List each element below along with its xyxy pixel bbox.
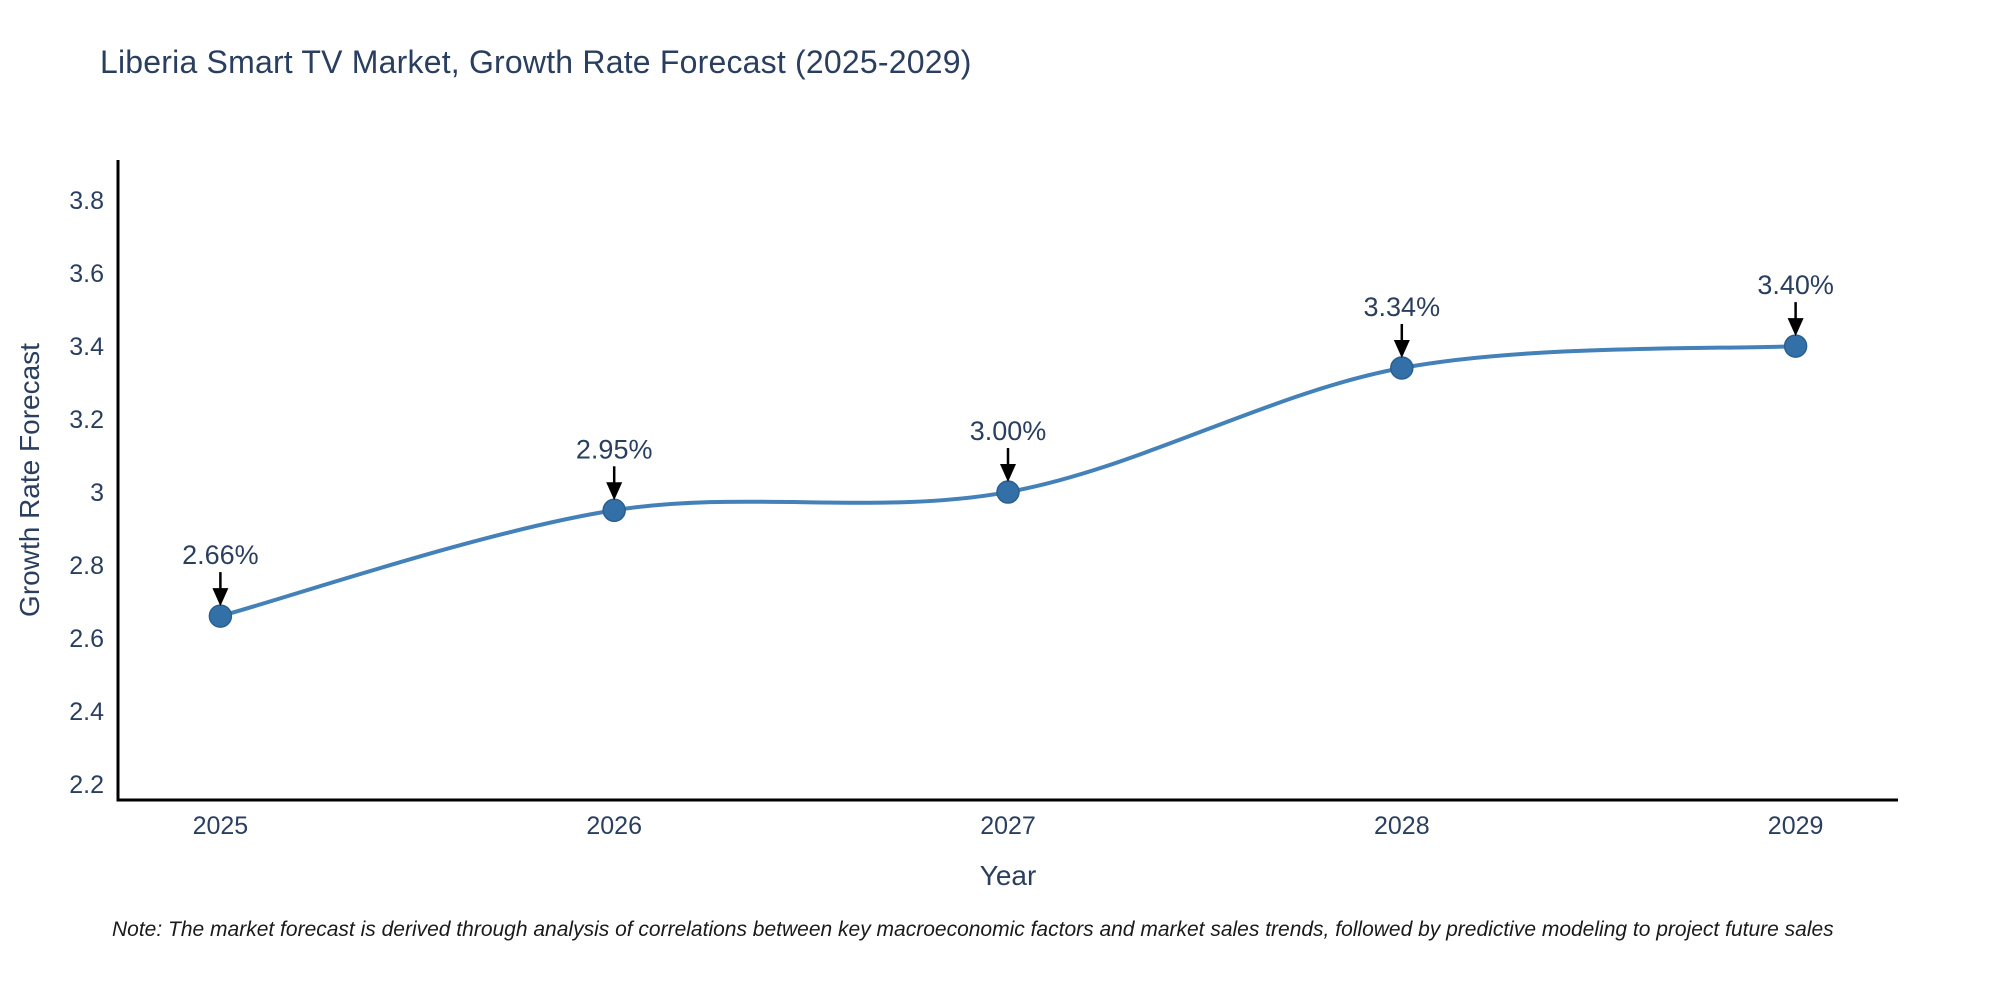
- y-axis-title: Growth Rate Forecast: [14, 343, 45, 617]
- data-point-marker-2029[interactable]: [1783, 334, 1808, 358]
- annotation-label: 2.95%: [576, 434, 653, 464]
- x-tick-label: 2026: [586, 812, 642, 840]
- data-point-marker-2025[interactable]: [208, 604, 233, 628]
- x-tick-label: 2029: [1768, 812, 1824, 840]
- x-tick-label: 2027: [980, 812, 1036, 840]
- annotation-arrowhead: [1000, 464, 1016, 483]
- data-point-marker-2028[interactable]: [1390, 356, 1414, 380]
- y-tick-label: 3.8: [69, 187, 104, 215]
- y-tick-label: 3.2: [69, 406, 104, 434]
- y-tick-label: 3: [90, 479, 104, 507]
- annotation-label: 3.00%: [970, 416, 1047, 446]
- y-tick-label: 2.8: [69, 552, 104, 580]
- x-tick-label: 2028: [1374, 812, 1430, 840]
- chart-title: Liberia Smart TV Market, Growth Rate For…: [100, 44, 972, 80]
- annotation-label: 2.66%: [182, 540, 259, 570]
- annotation-label: 3.34%: [1364, 292, 1441, 322]
- data-point-marker-2026[interactable]: [602, 498, 626, 523]
- data-point-marker-2027[interactable]: [996, 480, 1020, 504]
- x-tick-label: 2025: [193, 812, 249, 840]
- footnote-text: Note: The market forecast is derived thr…: [112, 918, 1834, 941]
- x-axis-title: Year: [979, 860, 1037, 891]
- y-tick-label: 3.4: [69, 333, 104, 361]
- y-tick-label: 2.4: [69, 698, 104, 726]
- annotation-arrowhead: [606, 482, 623, 501]
- annotation-arrowhead: [1787, 318, 1804, 337]
- annotation-arrowhead: [1393, 339, 1410, 358]
- annotation-label: 3.40%: [1757, 270, 1834, 300]
- annotation-arrowhead: [212, 588, 229, 607]
- y-tick-label: 2.6: [69, 625, 104, 653]
- y-tick-label: 2.2: [69, 771, 104, 799]
- y-tick-label: 3.6: [69, 260, 104, 288]
